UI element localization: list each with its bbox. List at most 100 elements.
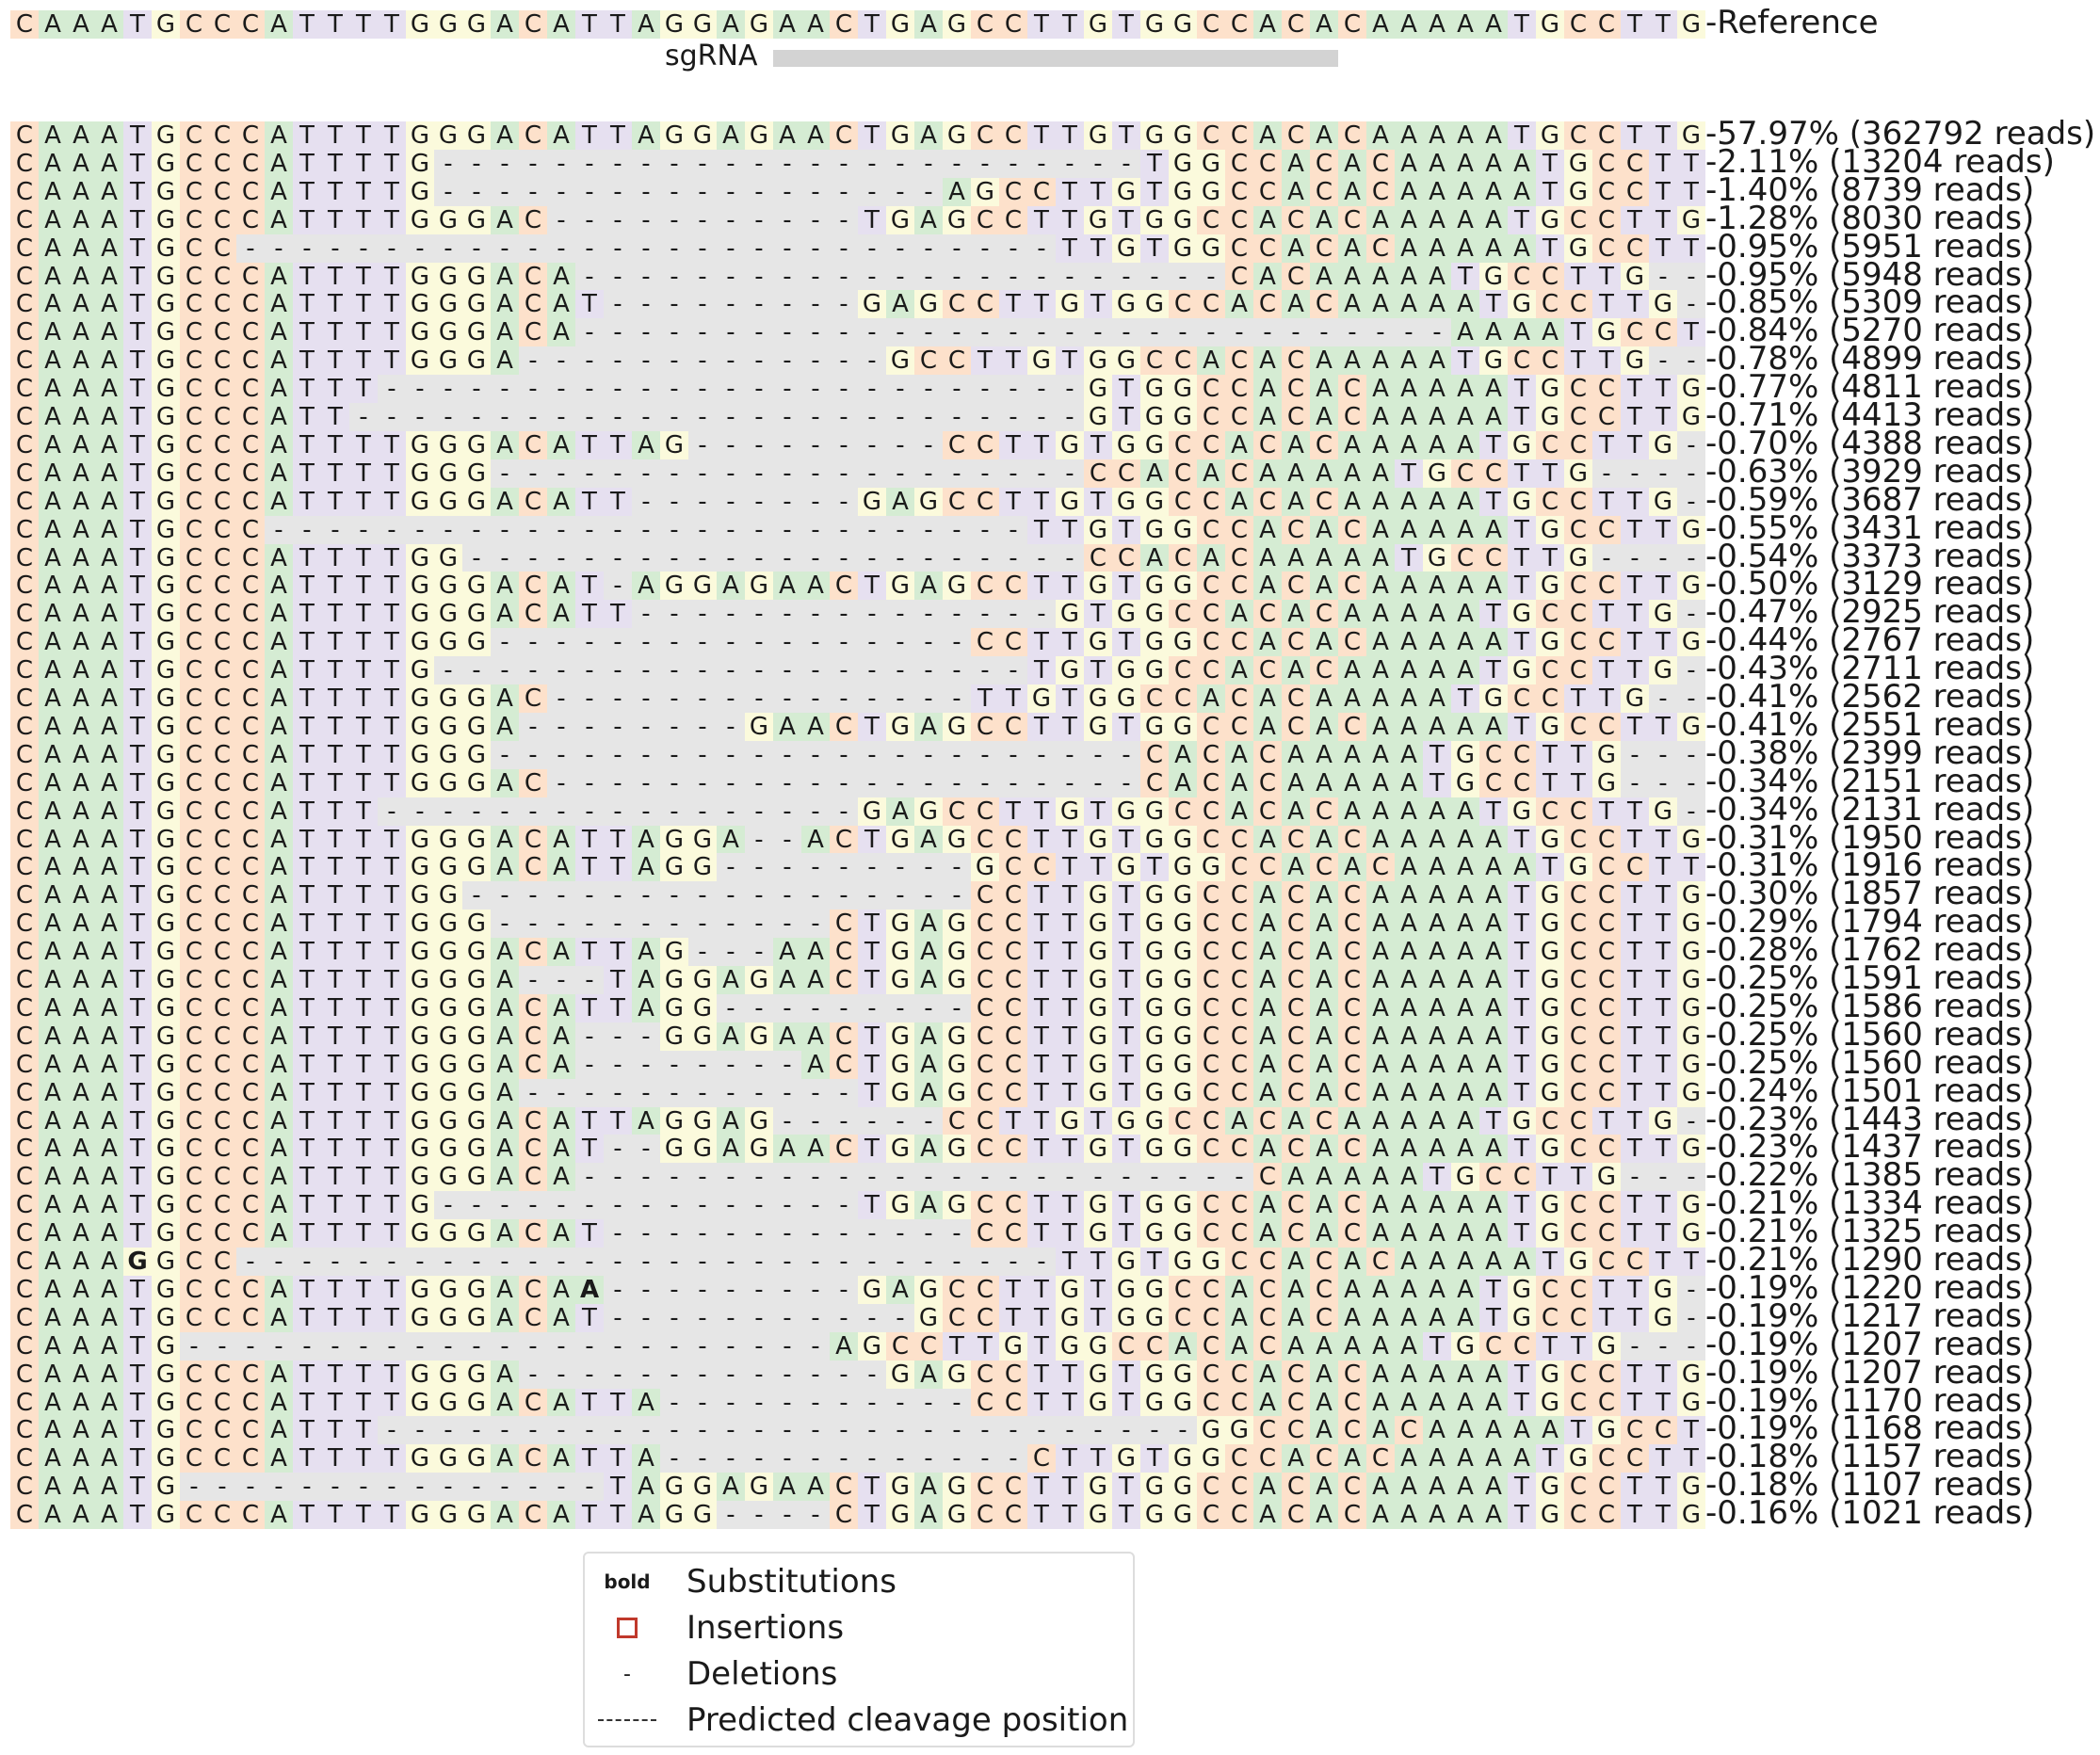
- base-cell: C: [180, 1022, 208, 1051]
- base-cell: G: [406, 488, 434, 516]
- base-cell: A: [1451, 1304, 1479, 1332]
- deletion-cell: -: [914, 375, 943, 403]
- deletion-cell: -: [406, 1248, 434, 1276]
- base-cell: T: [1112, 1501, 1140, 1529]
- base-cell: G: [1649, 797, 1677, 826]
- base-cell: T: [123, 910, 152, 938]
- deletion-cell: -: [434, 1191, 462, 1219]
- base-cell: C: [1564, 656, 1592, 684]
- base-cell: G: [1677, 628, 1705, 656]
- base-cell: T: [1621, 1135, 1649, 1163]
- base-cell: A: [1338, 1304, 1366, 1332]
- base-cell: G: [152, 346, 180, 375]
- deletion-cell: -: [717, 544, 745, 572]
- base-cell: G: [1536, 938, 1564, 966]
- deletion-cell: -: [773, 769, 801, 797]
- base-cell: A: [1366, 938, 1395, 966]
- base-cell: A: [1395, 1079, 1423, 1107]
- deletion-cell: -: [943, 684, 971, 713]
- deletion-cell: -: [801, 290, 830, 318]
- base-cell: T: [293, 684, 321, 713]
- deletion-cell: -: [717, 628, 745, 656]
- base-cell: A: [547, 1304, 575, 1332]
- base-cell: T: [378, 1389, 406, 1417]
- base-cell: A: [265, 628, 293, 656]
- base-cell: A: [491, 826, 519, 854]
- base-cell: T: [1056, 938, 1084, 966]
- base-cell: G: [1112, 178, 1140, 206]
- base-cell: C: [180, 544, 208, 572]
- base-cell: G: [688, 572, 717, 600]
- deletion-cell: -: [971, 769, 999, 797]
- base-cell: A: [67, 628, 95, 656]
- base-cell: C: [1564, 1022, 1592, 1051]
- deletion-cell: -: [604, 544, 632, 572]
- deletion-cell: -: [830, 1444, 858, 1473]
- base-cell: A: [1479, 628, 1508, 656]
- base-cell: A: [1423, 10, 1451, 39]
- base-cell: C: [236, 459, 265, 488]
- base-cell: T: [604, 938, 632, 966]
- base-cell: T: [123, 1022, 152, 1051]
- base-cell: A: [491, 318, 519, 346]
- base-cell: G: [660, 1107, 688, 1135]
- base-cell: C: [208, 797, 236, 826]
- base-cell: G: [1508, 600, 1536, 628]
- base-cell: T: [321, 797, 349, 826]
- deletion-cell: -: [688, 628, 717, 656]
- base-cell: A: [265, 1079, 293, 1107]
- base-cell: T: [349, 150, 378, 178]
- base-cell: C: [1282, 1501, 1310, 1529]
- base-cell: T: [1027, 1051, 1056, 1079]
- base-cell: A: [1338, 797, 1366, 826]
- deletion-cell: -: [688, 1163, 717, 1191]
- base-cell: C: [1536, 488, 1564, 516]
- base-cell: T: [575, 290, 604, 318]
- base-cell: T: [1027, 713, 1056, 741]
- deletion-cell: -: [632, 1135, 660, 1163]
- base-cell: G: [406, 1501, 434, 1529]
- deletion-cell: -: [717, 375, 745, 403]
- base-cell: A: [1366, 966, 1395, 994]
- base-cell: G: [152, 375, 180, 403]
- deletion-cell: -: [830, 234, 858, 263]
- base-cell: A: [914, 1022, 943, 1051]
- base-cell: G: [660, 826, 688, 854]
- base-cell: T: [123, 853, 152, 881]
- base-cell: C: [1310, 797, 1338, 826]
- deletion-cell: -: [886, 516, 914, 544]
- base-cell: T: [1649, 1473, 1677, 1501]
- base-cell: G: [152, 910, 180, 938]
- base-cell: C: [1225, 1219, 1253, 1248]
- base-cell: G: [1112, 346, 1140, 375]
- base-cell: A: [632, 966, 660, 994]
- base-cell: T: [1027, 10, 1056, 39]
- base-cell: C: [830, 1135, 858, 1163]
- base-cell: A: [265, 826, 293, 854]
- base-cell: T: [349, 1051, 378, 1079]
- base-cell: T: [1395, 459, 1423, 488]
- deletion-cell: -: [914, 150, 943, 178]
- base-cell: C: [519, 1051, 547, 1079]
- base-cell: A: [95, 826, 123, 854]
- base-cell: G: [406, 121, 434, 150]
- deletion-cell: -: [688, 684, 717, 713]
- deletion-cell: -: [971, 1163, 999, 1191]
- base-cell: T: [1677, 234, 1705, 263]
- base-cell: G: [858, 797, 886, 826]
- deletion-cell: -: [914, 544, 943, 572]
- deletion-cell: -: [914, 1219, 943, 1248]
- base-cell: T: [1140, 178, 1169, 206]
- base-cell: A: [914, 10, 943, 39]
- base-cell: A: [67, 1163, 95, 1191]
- deletion-cell: -: [1112, 318, 1140, 346]
- deletion-cell: -: [575, 1248, 604, 1276]
- deletion-cell: -: [773, 1163, 801, 1191]
- base-cell: C: [236, 684, 265, 713]
- base-cell: G: [406, 1022, 434, 1051]
- base-cell: G: [1508, 488, 1536, 516]
- base-cell: C: [1225, 1022, 1253, 1051]
